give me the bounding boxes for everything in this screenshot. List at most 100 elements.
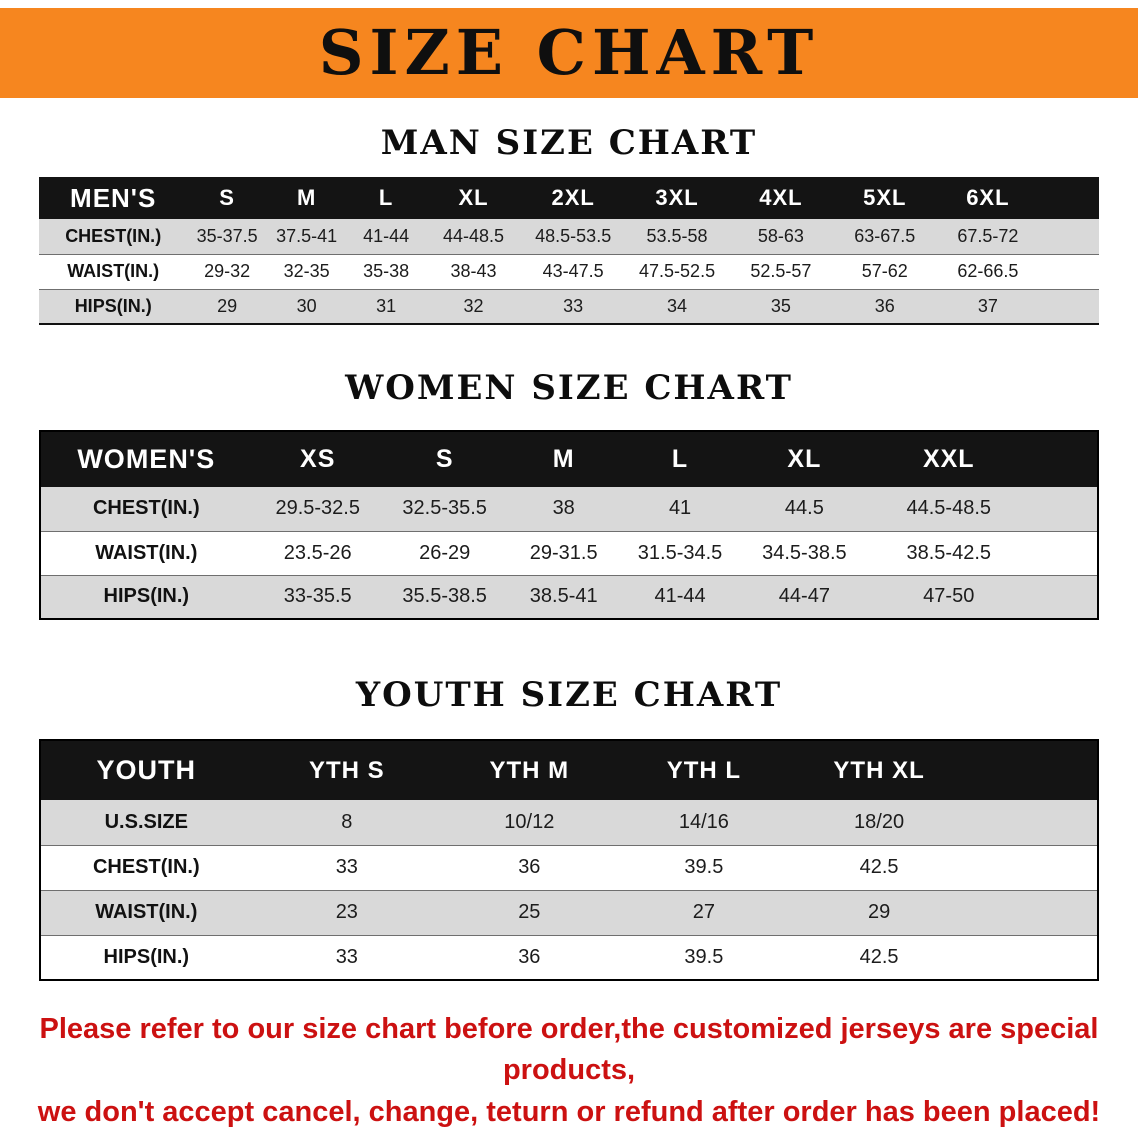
measurement-value: 29-31.5 — [529, 541, 598, 564]
size-column-header: YTH XL — [791, 740, 1098, 801]
size-column-header: XL — [425, 177, 522, 220]
men-size-table: MEN'S S M L XL 2XL 3XL 4XL 5XL 6XL CHEST(IN.) 35-37… — [39, 177, 1099, 326]
measurement-value: 35-38 — [363, 261, 410, 282]
table-corner-label: YOUTH — [40, 740, 252, 801]
measurement-value: 41-44 — [363, 225, 410, 246]
measurement-value: 53.5-58 — [646, 225, 708, 246]
measurement-value: 29 — [217, 295, 238, 316]
measurement-value: 29-32 — [204, 261, 251, 282]
measurement-value: 43-47.5 — [542, 261, 604, 282]
table-corner-label: WOMEN'S — [40, 431, 252, 488]
measurement-value: 44-47 — [778, 585, 830, 608]
measurement-value: 57-62 — [861, 261, 908, 282]
measurement-row: HIPS(IN.) 33 36 39.5 42.5 — [40, 935, 1098, 981]
measurement-value: 38-43 — [450, 261, 497, 282]
measurement-row: WAIST(IN.) 23 25 27 29 — [40, 890, 1098, 936]
measurement-value: 32-35 — [283, 261, 330, 282]
measurement-label: HIPS(IN.) — [103, 585, 190, 608]
youth-section-title: YOUTH SIZE CHART — [355, 675, 783, 716]
measurement-value: 42.5 — [859, 856, 899, 879]
size-column-header: L — [346, 177, 426, 220]
measurement-label: CHEST(IN.) — [92, 856, 200, 879]
measurement-value: 34.5-38.5 — [762, 541, 847, 564]
measurement-value: 41-44 — [654, 585, 706, 608]
size-column-header: 3XL — [625, 177, 729, 220]
measurement-value: 26-29 — [419, 541, 471, 564]
measurement-row: WAIST(IN.) 23.5-26 26-29 29-31.5 31.5-34.5 34… — [40, 531, 1098, 576]
measurement-value: 31.5-34.5 — [637, 541, 723, 564]
size-column-header: YTH M — [442, 740, 617, 801]
size-chart-page: SIZE CHART MAN SIZE CHART MEN'S S M L XL 2XL 3… — [0, 8, 1138, 1133]
measurement-value: 63-67.5 — [854, 225, 916, 246]
measurement-value: 23.5-26 — [283, 541, 352, 564]
measurement-value: 52.5-57 — [750, 261, 812, 282]
notice-line-2: we don't accept cancel, change, teturn o… — [37, 1095, 1101, 1128]
measurement-value: 37.5-41 — [276, 225, 338, 246]
measurement-value: 41 — [668, 497, 692, 520]
notice-line-1: Please refer to our size chart before or… — [39, 1013, 1099, 1087]
order-notice: Please refer to our size chart before or… — [0, 1009, 1138, 1133]
measurement-value: 42.5 — [859, 946, 899, 969]
size-column-header: 2XL — [521, 177, 626, 220]
measurement-value: 23 — [335, 901, 358, 924]
measurement-value: 14/16 — [678, 811, 729, 834]
measurement-value: 47.5-52.5 — [639, 261, 716, 282]
measurement-label: CHEST(IN.) — [92, 497, 200, 520]
size-table-header-row: MEN'S S M L XL 2XL 3XL 4XL 5XL 6XL — [39, 177, 1099, 220]
measurement-value: 35.5-38.5 — [402, 585, 487, 608]
measurement-value: 37 — [977, 295, 998, 316]
measurement-value: 31 — [376, 295, 397, 316]
measurement-label: WAIST(IN.) — [95, 901, 198, 924]
size-column-header: M — [505, 431, 622, 488]
measurement-value: 33-35.5 — [283, 585, 352, 608]
measurement-value: 44.5-48.5 — [906, 497, 991, 520]
youth-size-table: YOUTH YTH S YTH M YTH L YTH XL U.S.SIZE 8 10/12… — [39, 739, 1099, 982]
measurement-value: 35 — [770, 295, 791, 316]
measurement-label: WAIST(IN.) — [67, 261, 160, 282]
women-section-title: WOMEN SIZE CHART — [345, 368, 793, 409]
measurement-value: 36 — [518, 856, 541, 879]
measurement-value: 29 — [867, 901, 891, 924]
size-column-header: XL — [738, 431, 871, 488]
measurement-value: 25 — [518, 901, 541, 924]
measurement-value: 39.5 — [684, 856, 724, 879]
men-section-title: MAN SIZE CHART — [380, 123, 758, 163]
measurement-value: 32.5-35.5 — [402, 497, 487, 520]
measurement-row: CHEST(IN.) 33 36 39.5 42.5 — [40, 845, 1098, 891]
size-table-header-row: WOMEN'S XS S M L XL XXL — [40, 431, 1098, 488]
measurement-value: 44-48.5 — [443, 225, 505, 246]
measurement-value: 62-66.5 — [957, 261, 1019, 282]
measurement-row: HIPS(IN.) 29 30 31 32 33 34 35 36 37 — [39, 289, 1099, 325]
size-column-header: YTH L — [616, 740, 792, 801]
size-column-header: S — [383, 431, 506, 488]
measurement-value: 38.5-42.5 — [906, 541, 991, 564]
measurement-value: 38.5-41 — [529, 585, 598, 608]
size-column-header: 6XL — [936, 177, 1099, 220]
size-table-header-row: YOUTH YTH S YTH M YTH L YTH XL — [40, 740, 1098, 801]
measurement-value: 34 — [667, 295, 688, 316]
size-column-header: XS — [251, 431, 384, 488]
size-column-header: 5XL — [832, 177, 937, 220]
size-column-header: M — [266, 177, 347, 220]
measurement-value: 33 — [335, 946, 358, 969]
table-corner-label: MEN'S — [39, 177, 188, 220]
size-column-header: L — [621, 431, 739, 488]
women-size-table: WOMEN'S XS S M L XL XXL CHEST(IN.) 29.5-32.5 32.5… — [39, 430, 1099, 621]
measurement-value: 39.5 — [684, 946, 724, 969]
measurement-value: 44.5 — [784, 497, 824, 520]
size-column-header: XXL — [870, 431, 1098, 488]
measurement-label: CHEST(IN.) — [65, 225, 162, 246]
men-size-section: MAN SIZE CHART MEN'S S M L XL 2XL 3XL 4XL 5XL 6XL… — [0, 123, 1138, 326]
measurement-value: 67.5-72 — [957, 225, 1019, 246]
measurement-row: CHEST(IN.) 35-37.5 37.5-41 41-44 44-48.5 48.5… — [39, 219, 1099, 255]
measurement-value: 30 — [296, 295, 317, 316]
youth-size-section: YOUTH SIZE CHART YOUTH YTH S YTH M YTH L YTH… — [0, 675, 1138, 982]
measurement-row: HIPS(IN.) 33-35.5 35.5-38.5 38.5-41 41-44 44-… — [40, 575, 1098, 620]
measurement-row: WAIST(IN.) 29-32 32-35 35-38 38-43 43-47.5 47.… — [39, 254, 1099, 290]
measurement-value: 38 — [552, 497, 575, 520]
measurement-value: 33 — [335, 856, 358, 879]
women-size-section: WOMEN SIZE CHART WOMEN'S XS S M L XL XXL CHEST(… — [0, 368, 1138, 621]
measurement-value: 36 — [518, 946, 541, 969]
measurement-value: 47-50 — [923, 585, 975, 608]
page-title: SIZE CHART — [318, 16, 820, 89]
